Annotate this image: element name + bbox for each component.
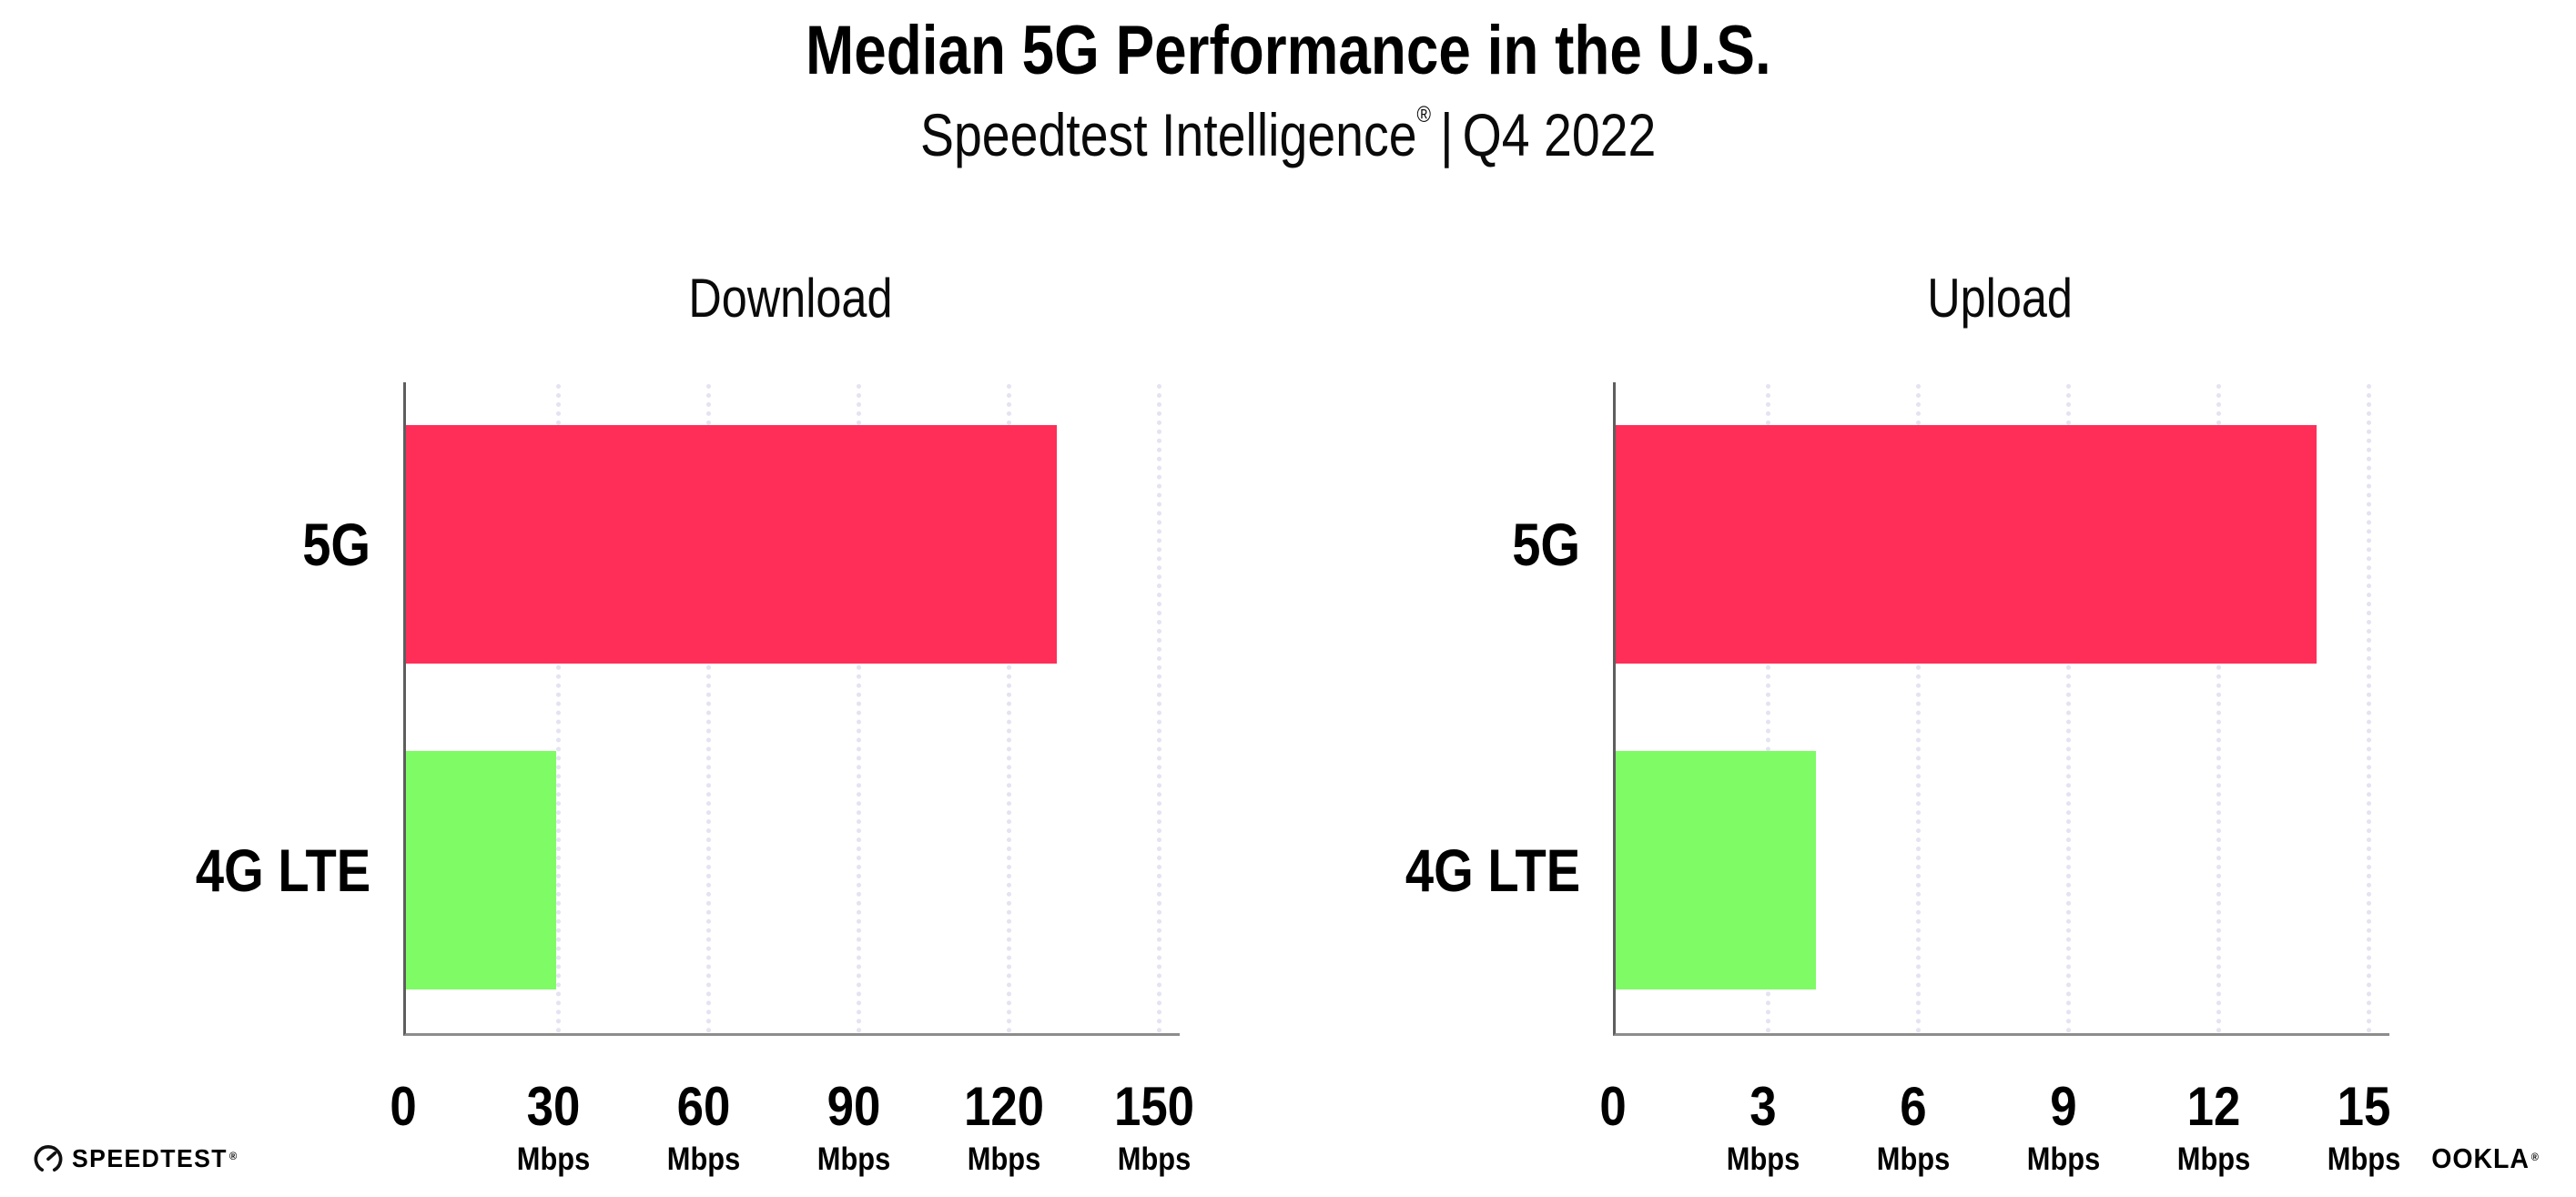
- footer: SPEEDTEST ® OOKLA ®: [33, 1142, 2540, 1175]
- x-tick-0: 0: [388, 1075, 418, 1137]
- x-tick-value: 60: [676, 1075, 731, 1137]
- download-chart-title: Download: [687, 267, 893, 329]
- speedtest-logo-text: SPEEDTEST ®: [72, 1144, 238, 1172]
- subtitle-text: Speedtest Intelligence® | Q4 2022: [920, 100, 1656, 169]
- registered-trademark-icon: ®: [1416, 101, 1431, 127]
- page-title: Median 5G Performance in the U.S.: [0, 15, 2576, 87]
- x-tick-unit-label: Mbps: [816, 1141, 891, 1177]
- x-tick-unit-label: Mbps: [516, 1141, 591, 1177]
- y-axis-label-4g-lte: 4G LTE: [195, 836, 370, 904]
- x-tick-value: 15: [2337, 1075, 2391, 1137]
- gridline-6: [1916, 383, 1921, 1033]
- speedtest-trademark-icon: ®: [228, 1150, 238, 1162]
- header: Median 5G Performance in the U.S. Speedt…: [0, 0, 2576, 169]
- x-tick-unit-label: Mbps: [2176, 1141, 2251, 1177]
- x-tick-value: 12: [2186, 1075, 2241, 1137]
- y-axis-label-4g-lte: 4G LTE: [1405, 836, 1580, 904]
- ookla-logo: OOKLA ®: [2422, 1142, 2540, 1175]
- upload-chart-body: 5G 4G LTE: [1376, 381, 2389, 1036]
- x-tick-value: 0: [390, 1075, 417, 1137]
- subtitle-brand: Speedtest Intelligence: [919, 100, 1417, 168]
- subtitle-separator: |: [1439, 100, 1454, 168]
- upload-bars: [1616, 382, 2389, 1033]
- x-tick-value: 9: [2050, 1075, 2077, 1137]
- upload-chart-title: Upload: [1927, 267, 2073, 329]
- x-tick-15: 15 Mbps: [2322, 1075, 2405, 1177]
- bar-5g: [1616, 425, 2317, 664]
- ookla-trademark-icon: ®: [2530, 1151, 2540, 1163]
- gridline-15: [2367, 383, 2371, 1033]
- x-tick-6: 6 Mbps: [1871, 1075, 1954, 1177]
- x-tick-9: 9 Mbps: [2022, 1075, 2104, 1177]
- gridline-120: [1007, 383, 1011, 1033]
- x-tick-value: 90: [827, 1075, 881, 1137]
- y-axis-label-5g: 5G: [1512, 511, 1580, 579]
- x-tick-12: 12 Mbps: [2172, 1075, 2255, 1177]
- x-tick-value: 30: [526, 1075, 581, 1137]
- x-tick-unit-label: Mbps: [967, 1141, 1041, 1177]
- x-tick-value: 120: [963, 1075, 1045, 1137]
- x-tick-unit-label: Mbps: [1876, 1141, 1951, 1177]
- x-tick-0: 0: [1597, 1075, 1628, 1137]
- bar-4g-lte: [1616, 750, 1816, 989]
- x-tick-60: 60 Mbps: [662, 1075, 745, 1177]
- download-chart-body: 5G 4G LTE: [167, 381, 1180, 1036]
- page-title-text: Median 5G Performance in the U.S.: [805, 12, 1771, 89]
- subtitle: Speedtest Intelligence® | Q4 2022: [0, 100, 2576, 169]
- x-tick-value: 0: [1599, 1075, 1627, 1137]
- x-tick-unit-label: Mbps: [1117, 1141, 1192, 1177]
- x-tick-unit-label: Mbps: [1726, 1141, 1800, 1177]
- bar-row-5g: [1616, 382, 2389, 708]
- upload-y-axis-labels: 5G 4G LTE: [1376, 382, 1613, 1033]
- download-chart: Download 5G 4G LTE 0 30 Mbps 60 Mbps 90 Mbps 120…: [167, 220, 1194, 1197]
- x-tick-value: 6: [1900, 1075, 1927, 1137]
- speedtest-gauge-icon: [34, 1144, 63, 1172]
- x-tick-120: 120 Mbps: [958, 1075, 1050, 1177]
- speedtest-logo: SPEEDTEST ®: [33, 1143, 247, 1174]
- upload-plot-area: [1613, 381, 2389, 1036]
- x-tick-value: 3: [1749, 1075, 1777, 1137]
- download-y-axis-labels: 5G 4G LTE: [167, 382, 403, 1033]
- y-axis-label-5g: 5G: [302, 511, 370, 579]
- x-tick-value: 150: [1113, 1075, 1195, 1137]
- bar-row-4g-lte: [406, 707, 1180, 1033]
- gridline-9: [2066, 383, 2071, 1033]
- x-tick-3: 3 Mbps: [1721, 1075, 1804, 1177]
- upload-chart: Upload 5G 4G LTE 0 3 Mbps 6 Mbps 9 Mbps 12 Mbps 15…: [1376, 220, 2400, 1197]
- gridline-150: [1157, 383, 1161, 1033]
- gridline-12: [2216, 383, 2221, 1033]
- ookla-logo-text: OOKLA ®: [2431, 1142, 2540, 1174]
- x-tick-unit-label: Mbps: [2327, 1141, 2401, 1177]
- x-tick-unit-label: Mbps: [666, 1141, 741, 1177]
- x-tick-unit-label: Mbps: [2026, 1141, 2101, 1177]
- gridline-60: [706, 383, 711, 1033]
- x-tick-150: 150 Mbps: [1109, 1075, 1200, 1177]
- bar-row-5g: [406, 382, 1180, 708]
- upload-x-axis-ticks: 0 3 Mbps 6 Mbps 9 Mbps 12 Mbps 15 Mbps: [1599, 1075, 2400, 1197]
- x-tick-90: 90 Mbps: [812, 1075, 895, 1177]
- gridline-3: [1766, 383, 1770, 1033]
- charts-row: Download 5G 4G LTE 0 30 Mbps 60 Mbps 90 Mbps 120…: [167, 220, 2400, 1197]
- download-x-axis-ticks: 0 30 Mbps 60 Mbps 90 Mbps 120 Mbps 150 Mbps: [390, 1075, 1194, 1197]
- x-tick-30: 30 Mbps: [512, 1075, 594, 1177]
- download-bars: [406, 382, 1180, 1033]
- gridline-90: [857, 383, 861, 1033]
- bar-row-4g-lte: [1616, 707, 2389, 1033]
- subtitle-period: Q4 2022: [1462, 100, 1657, 168]
- gridline-30: [556, 383, 561, 1033]
- bar-5g: [406, 425, 1057, 664]
- bar-4g-lte: [406, 750, 556, 989]
- download-plot-area: [403, 381, 1180, 1036]
